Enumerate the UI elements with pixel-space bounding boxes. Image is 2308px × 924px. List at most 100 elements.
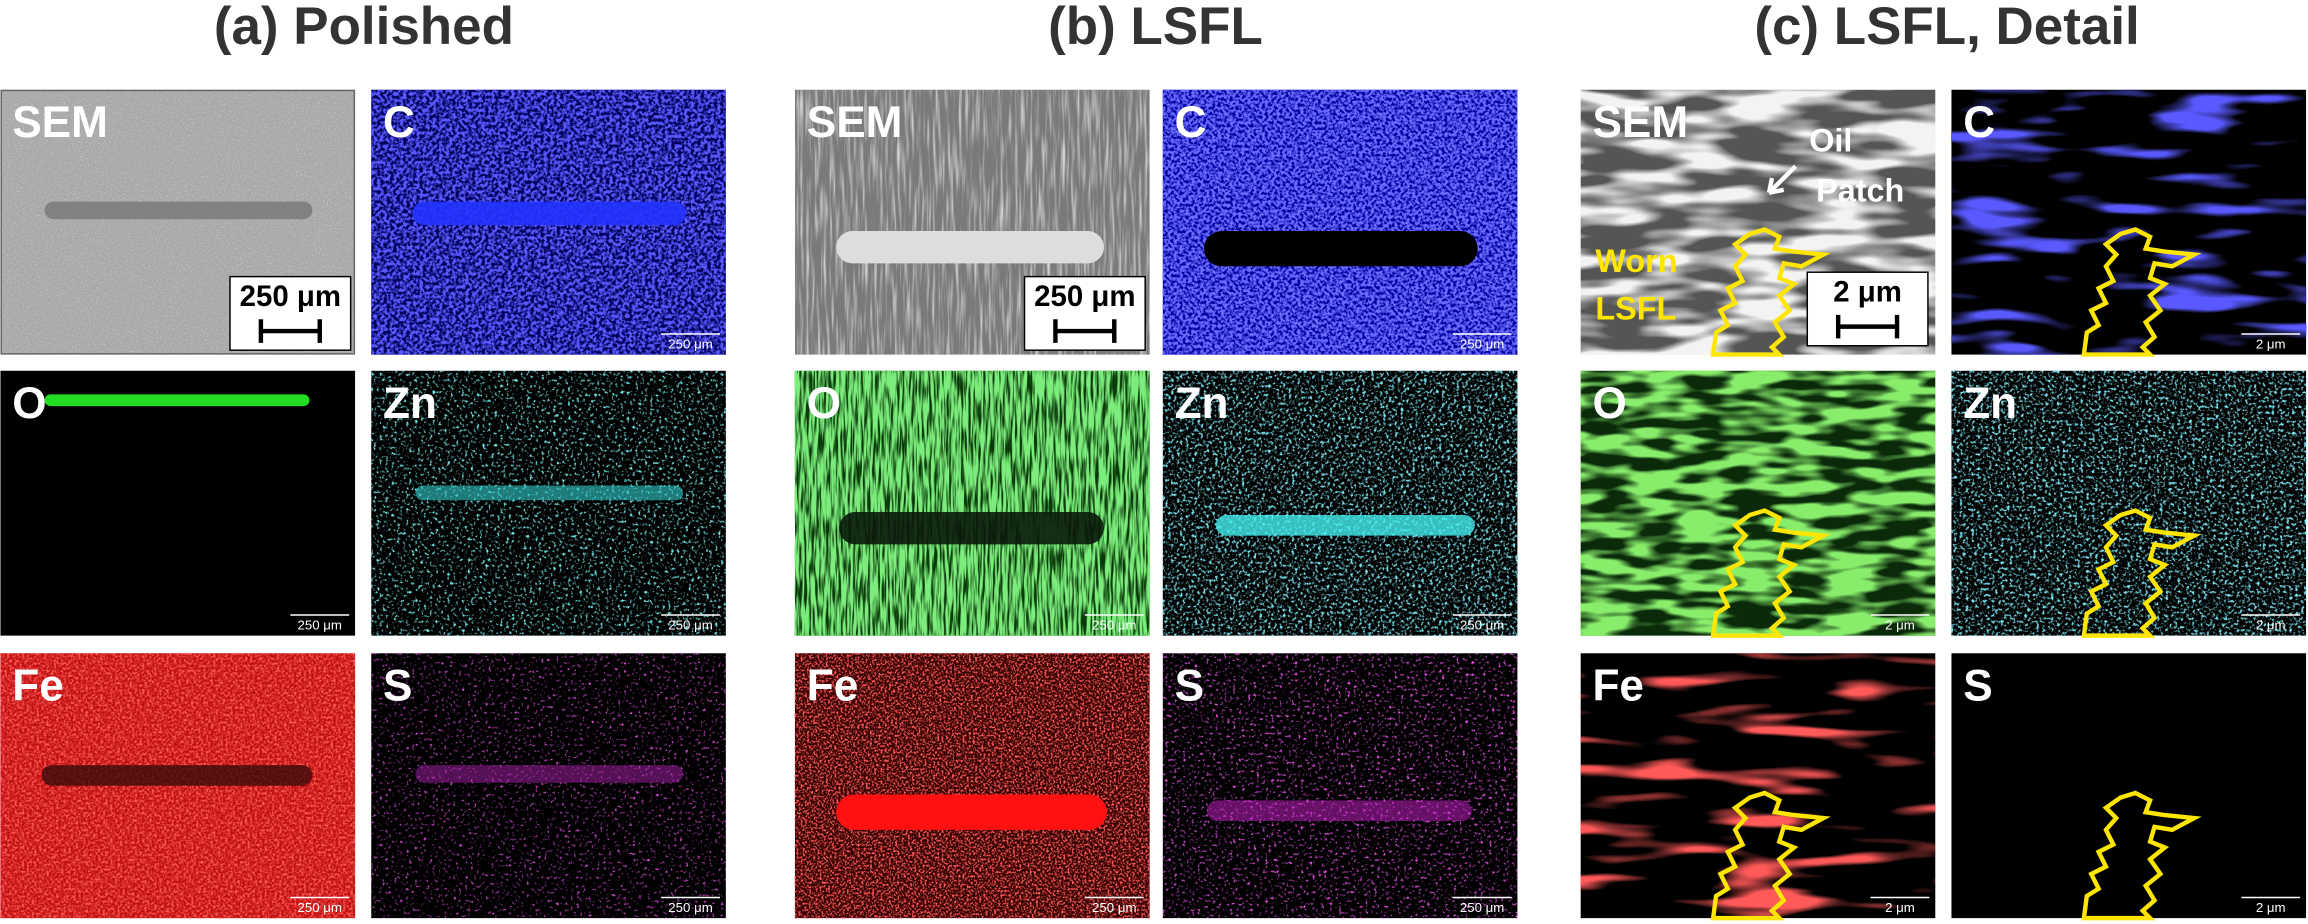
annotation-arrow xyxy=(1766,164,1798,195)
scale-bar-label: 250 μm xyxy=(1460,337,1504,352)
scale-bar xyxy=(258,319,322,343)
panel-label: Fe xyxy=(12,661,64,710)
map-panel: Fe 250 μm xyxy=(0,653,356,919)
map-panel: Zn 250 μm xyxy=(371,370,726,636)
map-panel: O 250 μm xyxy=(0,370,356,636)
panel-label: C xyxy=(383,98,415,147)
sample-track xyxy=(415,485,684,501)
annotation: Patch xyxy=(1816,173,1904,209)
map-panel: O 250 μm xyxy=(794,370,1150,636)
scale-bar-label: 250 μm xyxy=(1092,618,1136,633)
scale-box xyxy=(1806,271,1929,347)
scale-bar-label: 250 μm xyxy=(298,618,342,633)
scale-bar-label: 250 μm xyxy=(1460,618,1504,633)
map-panel: SEM 2 μm xyxy=(1580,89,1936,357)
sample-track xyxy=(41,765,313,786)
scale-bar-label: 250 μm xyxy=(298,900,342,915)
worn-outline xyxy=(2081,790,2202,921)
sample-track xyxy=(415,765,684,783)
scale-bar-label: 250 μm xyxy=(668,618,712,633)
texture xyxy=(1580,370,1936,636)
texture xyxy=(794,653,1150,919)
map-panel: Zn 2 μm xyxy=(1951,370,2307,638)
scale-bar-label: 250 μm xyxy=(668,337,712,352)
annotation: Oil xyxy=(1809,123,1852,159)
sample-track xyxy=(839,512,1104,545)
panel-background xyxy=(1951,653,2307,919)
scale-bar-label: 2 μm xyxy=(1885,900,1915,915)
panel-label: SEM xyxy=(807,98,903,147)
sample-track xyxy=(44,394,310,407)
panel-label: Zn xyxy=(1175,379,1229,428)
panel-label: Zn xyxy=(1963,379,2017,428)
texture xyxy=(1162,89,1518,355)
annotation: LSFL xyxy=(1595,290,1676,326)
panel-label: C xyxy=(1963,98,1995,147)
scale-bar-label: 250 μm xyxy=(1460,900,1504,915)
texture xyxy=(1162,653,1518,919)
map-panel: Fe 250 μm xyxy=(794,653,1150,919)
panel-label: S xyxy=(1175,661,1204,710)
scale-bar-label: 250 μm xyxy=(1092,900,1136,915)
sample-track xyxy=(836,231,1104,264)
panel-label: S xyxy=(383,661,412,710)
group-title: (c) LSFL, Detail xyxy=(1754,0,2139,56)
texture xyxy=(1580,653,1936,919)
panel-label: SEM xyxy=(1592,98,1688,147)
sample-track xyxy=(44,201,313,220)
map-panel: SEM 250 μm xyxy=(794,89,1150,355)
panel-label: O xyxy=(1592,379,1626,428)
map-panel: Fe 2 μm xyxy=(1580,653,1936,921)
worn-outline xyxy=(1710,508,1831,638)
scale-box xyxy=(229,275,352,351)
sample-track xyxy=(1206,800,1472,822)
group-title: (a) Polished xyxy=(214,0,514,56)
panel-label: C xyxy=(1175,98,1207,147)
panel-label: Fe xyxy=(807,661,859,710)
worn-outline xyxy=(2081,227,2202,357)
map-panel: Zn 250 μm xyxy=(1162,370,1518,636)
scale-bar xyxy=(1835,314,1900,339)
map-panel: SEM 250 μm xyxy=(0,89,356,355)
panel-label: SEM xyxy=(12,98,108,147)
texture xyxy=(1162,370,1518,636)
panel-label: O xyxy=(12,379,46,428)
map-panel: C 2 μm xyxy=(1951,89,2307,357)
worn-outline xyxy=(1710,790,1831,921)
worn-outline xyxy=(1710,227,1831,357)
panel-background xyxy=(0,370,356,636)
map-panel: S 2 μm xyxy=(1951,653,2307,921)
panel-label: Fe xyxy=(1592,661,1644,710)
map-panel: S 250 μm xyxy=(1162,653,1518,919)
group-title: (b) LSFL xyxy=(1048,0,1263,56)
map-panel: C 250 μm xyxy=(1162,89,1518,355)
border xyxy=(0,89,356,355)
sample-track xyxy=(1204,231,1478,267)
panel-label: S xyxy=(1963,661,1992,710)
texture xyxy=(1951,370,2307,636)
scale-bar-label: 2 μm xyxy=(2256,900,2286,915)
panel-label: O xyxy=(807,379,841,428)
map-panel: C 250 μm xyxy=(371,89,726,355)
texture xyxy=(794,370,1150,636)
scale-bar-label: 250 μm xyxy=(668,900,712,915)
scale-bar-label: 2 μm xyxy=(1885,618,1915,633)
scale-box xyxy=(1023,275,1146,351)
scale-bar-label: 2 μm xyxy=(2256,337,2286,352)
scale-bar xyxy=(1053,319,1117,343)
texture xyxy=(371,370,726,636)
sample-track xyxy=(836,794,1107,830)
scale-bar-label: 2 μm xyxy=(1833,276,1902,309)
panel-label: Zn xyxy=(383,379,437,428)
map-panel: S 250 μm xyxy=(371,653,726,919)
worn-outline xyxy=(2081,508,2202,638)
sample-track xyxy=(412,201,687,226)
texture xyxy=(1951,89,2307,355)
annotation: Worn xyxy=(1595,243,1677,279)
sample-track xyxy=(1215,514,1475,536)
scale-bar-label: 250 μm xyxy=(240,280,341,313)
scale-bar-label: 250 μm xyxy=(1034,280,1135,313)
map-panel: O 2 μm xyxy=(1580,370,1936,638)
scale-bar-label: 2 μm xyxy=(2256,618,2286,633)
